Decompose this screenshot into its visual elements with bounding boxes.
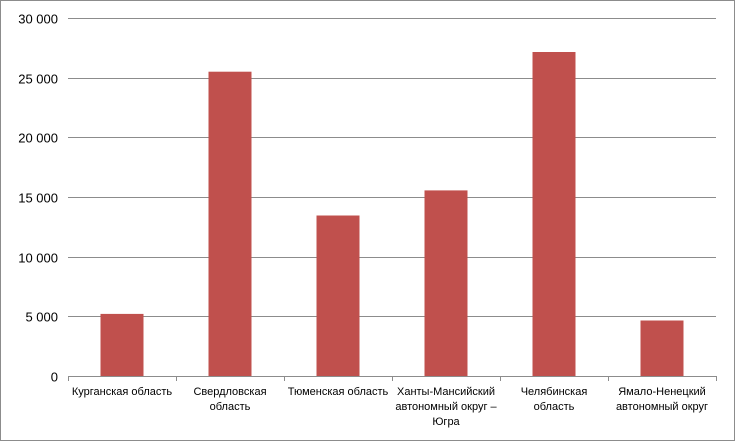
bar [532,52,576,376]
x-axis [68,376,717,381]
x-category-label: Челябинская область [521,386,588,413]
y-tick-label: 10 000 [18,251,58,266]
y-tick-label: 25 000 [18,72,58,87]
x-category-label-line: область [534,401,575,413]
x-category-label-line: автономный округ – [395,401,497,413]
bar [640,320,684,376]
x-category-label-line: Тюменская область [288,386,389,398]
bar [424,190,468,376]
x-category-label-line: Челябинская [521,386,588,398]
x-category-label-line: Югра [432,416,460,428]
x-category-label-line: Ямало-Ненецкий [618,386,706,398]
x-category-label: Ханты-Мансийский автономный округ – Югра [395,386,497,428]
x-category-label: Ямало-Ненецкий автономный округ [616,386,708,413]
bar [208,71,252,376]
y-tick-label: 5 000 [25,310,58,325]
y-axis-tick-labels: 0 5 000 10 000 15 000 20 000 25 000 30 000 [18,12,58,385]
gridlines [68,18,716,317]
y-tick-label: 30 000 [18,12,58,27]
x-category-label-line: Ханты-Мансийский [397,386,495,398]
bar [316,215,360,376]
y-tick-label: 20 000 [18,131,58,146]
bars [100,52,684,376]
y-tick-label: 15 000 [18,191,58,206]
bar [100,313,144,376]
x-category-label-line: автономный округ [616,401,708,413]
y-tick-label: 0 [51,370,58,385]
x-category-label: Тюменская область [288,386,389,398]
x-axis-category-labels: Курганская область Свердловская область Тюм… [72,386,708,428]
x-category-label-line: Свердловская [193,386,266,398]
x-category-label-line: область [210,401,251,413]
x-category-label-line: Курганская область [72,386,173,398]
x-category-label: Свердловская область [193,386,266,413]
x-category-label: Курганская область [72,386,173,398]
